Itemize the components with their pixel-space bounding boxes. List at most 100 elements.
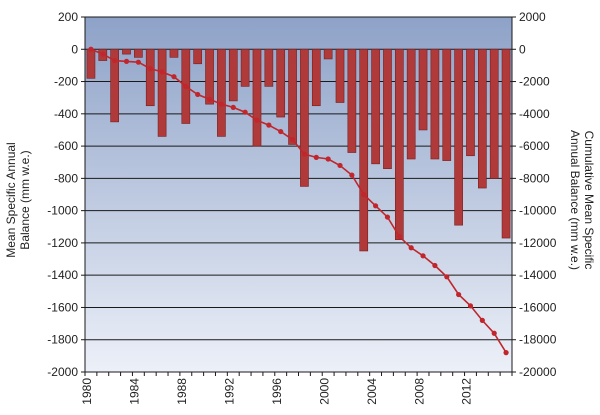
x-tick-label: 2004 xyxy=(365,378,379,405)
cumulative-point-1983 xyxy=(123,58,130,64)
right-tick-label: -8000 xyxy=(519,171,550,185)
x-tick-label: 2008 xyxy=(412,378,426,405)
left-tick-label: -800 xyxy=(54,171,78,185)
cumulative-point-1991 xyxy=(218,101,225,107)
cumulative-point-1982 xyxy=(112,57,118,64)
left-tick-label: 200 xyxy=(58,10,78,24)
cumulative-point-2007 xyxy=(408,245,414,251)
gridlines xyxy=(85,16,512,373)
right-tick-label: 2000 xyxy=(519,10,546,24)
bar-1994 xyxy=(252,48,262,147)
right-tick-label: -20000 xyxy=(519,365,557,379)
bar-1993 xyxy=(240,48,250,87)
left-tick-label: 0 xyxy=(71,42,78,56)
right-tick-label: -4000 xyxy=(519,107,550,121)
right-axis-ticks: 2000 0 -2000 -4000 -6000 -8000 -10000 -12000 -14… xyxy=(512,10,557,379)
bar-2004 xyxy=(371,48,380,165)
left-tick-label: -1600 xyxy=(47,300,78,314)
bar-2001 xyxy=(335,48,345,103)
bar-1990 xyxy=(205,48,214,105)
left-tick-label: -400 xyxy=(54,107,78,121)
right-tick-label: -12000 xyxy=(519,236,557,250)
cumulative-point-1989 xyxy=(195,91,201,98)
cumulative-point-1997 xyxy=(289,137,296,143)
cumulative-point-2004 xyxy=(372,203,379,209)
bar-2012 xyxy=(466,48,475,157)
cumulative-balance-line xyxy=(88,46,509,356)
left-axis-title: Mean Specific AnnualBalance (mm w.e.) xyxy=(4,142,32,257)
bar-2003 xyxy=(359,48,369,252)
left-tick-label: -600 xyxy=(54,139,78,153)
bar-1987 xyxy=(169,48,179,58)
bar-2013 xyxy=(478,48,487,189)
bar-2000 xyxy=(323,48,333,60)
right-tick-label: -10000 xyxy=(519,204,557,218)
cumulative-point-1999 xyxy=(313,154,319,160)
right-tick-label: -6000 xyxy=(519,139,550,153)
bar-2005 xyxy=(383,48,392,169)
plot-background xyxy=(85,17,512,372)
x-tick-label: 1988 xyxy=(175,378,189,405)
left-tick-label: -200 xyxy=(54,75,78,89)
x-tick-label: 2000 xyxy=(317,378,331,405)
cumulative-point-2011 xyxy=(456,291,462,298)
cumulative-point-2005 xyxy=(384,214,391,220)
bar-2009 xyxy=(430,48,440,160)
left-tick-label: -2000 xyxy=(47,365,78,379)
x-tick-label: 1980 xyxy=(80,378,94,405)
bar-1986 xyxy=(157,48,167,137)
cumulative-point-2000 xyxy=(325,156,331,162)
bar-1991 xyxy=(217,48,226,137)
left-axis-ticks: 200 0 -200 -400 -600 -800 -1000 -1200 -1400 -1600… xyxy=(47,10,85,379)
bar-1980 xyxy=(86,48,96,79)
bar-1985 xyxy=(145,48,155,107)
bar-2007 xyxy=(406,48,416,160)
cumulative-point-2013 xyxy=(479,317,485,323)
cumulative-point-2010 xyxy=(444,274,450,280)
cumulative-point-2008 xyxy=(420,253,426,259)
bar-1995 xyxy=(264,48,274,87)
cumulative-point-1985 xyxy=(147,66,153,72)
cumulative-point-2015 xyxy=(503,350,509,356)
right-tick-label: -18000 xyxy=(519,333,557,347)
left-tick-label: -1400 xyxy=(47,268,78,282)
x-tick-label: 2012 xyxy=(460,378,474,405)
bar-2008 xyxy=(418,48,428,131)
cumulative-point-1994 xyxy=(254,117,260,123)
bar-2015 xyxy=(501,48,511,239)
cumulative-point-1980 xyxy=(88,46,94,52)
x-tick-label: 1996 xyxy=(270,378,284,405)
cumulative-point-1992 xyxy=(230,104,236,110)
bar-2011 xyxy=(454,48,463,226)
right-tick-label: -16000 xyxy=(519,300,557,314)
right-axis-title: Cumulative Mean SpecificAnnual Balance (… xyxy=(568,130,596,270)
cumulative-point-1984 xyxy=(135,59,141,65)
x-axis-ticks: 1980 1984 1988 1992 1996 2000 2004 2008 2012 xyxy=(80,372,513,405)
bar-1984 xyxy=(134,48,143,58)
right-tick-label: 0 xyxy=(519,42,526,56)
right-tick-label: -14000 xyxy=(519,268,557,282)
bar-1997 xyxy=(288,48,297,145)
bar-1983 xyxy=(122,48,131,55)
bar-2010 xyxy=(442,48,452,161)
annual-balance-bars xyxy=(86,48,511,252)
cumulative-point-2012 xyxy=(467,303,474,309)
cumulative-point-1981 xyxy=(100,51,106,57)
x-tick-label: 1984 xyxy=(128,378,142,405)
left-tick-label: -1200 xyxy=(47,236,78,250)
cumulative-point-2014 xyxy=(491,330,497,336)
cumulative-point-2003 xyxy=(361,191,367,198)
left-tick-label: -1800 xyxy=(47,333,78,347)
x-tick-label: 1992 xyxy=(223,378,237,405)
cumulative-point-1995 xyxy=(266,122,272,128)
cumulative-point-1987 xyxy=(171,74,177,80)
bar-2014 xyxy=(489,48,499,179)
bar-1998 xyxy=(300,48,309,187)
cumulative-point-1988 xyxy=(183,83,189,89)
bar-1982 xyxy=(110,48,119,123)
bar-1999 xyxy=(311,48,321,107)
cumulative-point-1998 xyxy=(301,151,308,157)
cumulative-point-1990 xyxy=(206,96,213,102)
cumulative-point-2001 xyxy=(337,162,343,169)
